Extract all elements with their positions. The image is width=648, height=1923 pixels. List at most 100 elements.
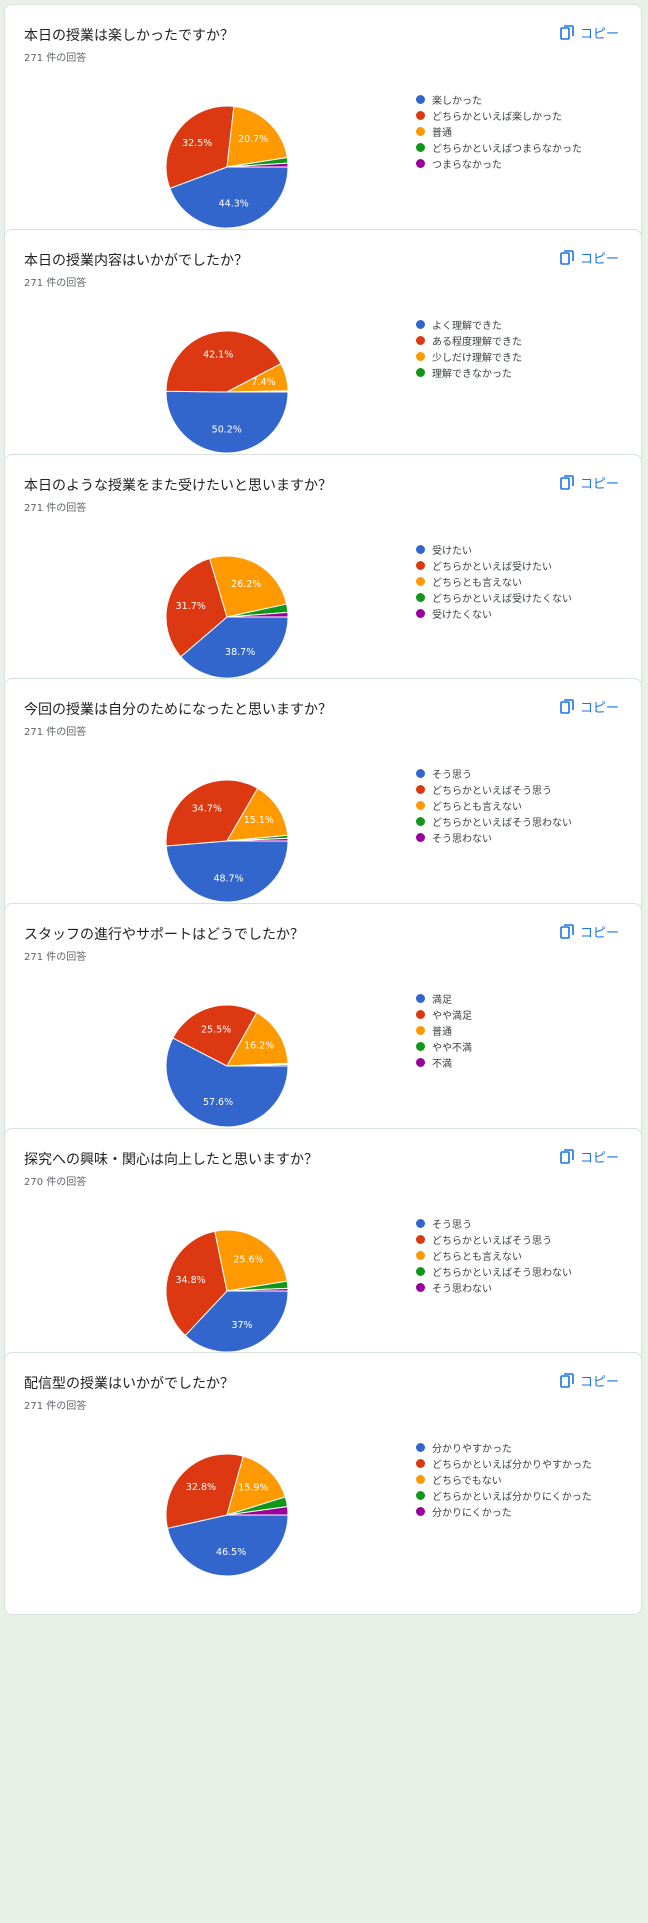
legend-swatch bbox=[416, 1057, 425, 1067]
question-card: 本日のような授業をまた受けたいと思いますか？ 271 件の回答 コピー 38.7… bbox=[4, 454, 642, 717]
legend-item[interactable]: 不満 bbox=[416, 1054, 472, 1070]
legend-item[interactable]: そう思う bbox=[416, 1215, 572, 1231]
legend-item[interactable]: 理解できなかった bbox=[416, 364, 522, 380]
response-count: 270 件の回答 bbox=[24, 1177, 87, 1188]
legend-swatch bbox=[416, 319, 425, 329]
legend-item[interactable]: やや満足 bbox=[416, 1006, 472, 1022]
legend-label: どちらかといえば受けたい bbox=[432, 561, 552, 573]
legend-item[interactable]: どちらかといえばそう思う bbox=[416, 781, 572, 797]
pie-slice bbox=[166, 1514, 289, 1577]
legend-label: つまらなかった bbox=[432, 159, 502, 171]
legend-item[interactable]: どちらとも言えない bbox=[416, 1247, 572, 1263]
legend-swatch bbox=[416, 544, 425, 554]
slice-label: 38.7% bbox=[225, 647, 255, 658]
legend-label: やや不満 bbox=[432, 1042, 472, 1054]
question-card: スタッフの進行やサポートはどうでしたか？ 271 件の回答 コピー 57.6% 2… bbox=[4, 903, 642, 1166]
copy-button[interactable]: コピー bbox=[560, 1147, 619, 1166]
legend-label: どちらかといえば楽しかった bbox=[432, 111, 562, 123]
slice-label: 7.4% bbox=[252, 377, 276, 388]
response-count: 271 件の回答 bbox=[24, 503, 87, 514]
legend-item[interactable]: 普通 bbox=[416, 123, 582, 139]
legend-label: そう思う bbox=[432, 1219, 472, 1231]
pie-slice bbox=[184, 1290, 289, 1353]
copy-icon bbox=[560, 699, 574, 714]
pie-slice bbox=[165, 390, 289, 454]
pie-slice bbox=[208, 555, 288, 618]
legend-label: どちらかといえばつまらなかった bbox=[432, 143, 582, 155]
pie-slice bbox=[226, 611, 289, 618]
legend-item[interactable]: どちらでもない bbox=[416, 1471, 592, 1487]
legend-label: どちらかといえばそう思わない bbox=[432, 817, 572, 829]
legend-swatch bbox=[416, 126, 425, 136]
legend-swatch bbox=[416, 560, 425, 570]
pie-slice bbox=[165, 1453, 244, 1529]
legend-label: やや満足 bbox=[432, 1010, 472, 1022]
legend-item[interactable]: どちらかといえばそう思わない bbox=[416, 813, 572, 829]
legend-label: どちらかといえば分かりやすかった bbox=[432, 1459, 592, 1471]
pie-slice bbox=[214, 1229, 288, 1292]
question-card: 今回の授業は自分のためになったと思いますか？ 271 件の回答 コピー 48.7… bbox=[4, 678, 642, 941]
copy-button[interactable]: コピー bbox=[560, 473, 619, 492]
response-count: 271 件の回答 bbox=[24, 53, 87, 64]
legend-item[interactable]: どちらかといえば分かりやすかった bbox=[416, 1455, 592, 1471]
pie-slice bbox=[180, 616, 289, 679]
pie-chart: 44.3% 32.5% 20.7% bbox=[165, 105, 289, 229]
pie-slice bbox=[165, 1037, 289, 1128]
legend-item[interactable]: 少しだけ理解できた bbox=[416, 348, 522, 364]
legend-item[interactable]: やや不満 bbox=[416, 1038, 472, 1054]
legend-label: どちらかといえば受けたくない bbox=[432, 593, 572, 605]
legend-label: そう思う bbox=[432, 769, 472, 781]
legend-item[interactable]: 満足 bbox=[416, 990, 472, 1006]
legend-item[interactable]: どちらかといえば受けたくない bbox=[416, 589, 572, 605]
pie-slice bbox=[226, 1287, 289, 1292]
legend-swatch bbox=[416, 1282, 425, 1292]
copy-icon bbox=[560, 1373, 574, 1388]
legend-item[interactable]: 普通 bbox=[416, 1022, 472, 1038]
copy-label: コピー bbox=[579, 1151, 619, 1166]
legend-item[interactable]: どちらとも言えない bbox=[416, 797, 572, 813]
copy-button[interactable]: コピー bbox=[560, 922, 619, 941]
slice-label: 32.5% bbox=[182, 138, 212, 149]
pie-slice bbox=[165, 1230, 228, 1337]
legend-item[interactable]: どちらとも言えない bbox=[416, 573, 572, 589]
legend-item[interactable]: ある程度理解できた bbox=[416, 332, 522, 348]
legend-label: どちらとも言えない bbox=[432, 577, 522, 589]
legend-item[interactable]: どちらかといえば分かりにくかった bbox=[416, 1487, 592, 1503]
legend-item[interactable]: どちらかといえばそう思う bbox=[416, 1231, 572, 1247]
copy-button[interactable]: コピー bbox=[560, 23, 619, 42]
pie-chart: 50.2% 42.1% 7.4% bbox=[165, 330, 289, 454]
legend-item[interactable]: 受けたくない bbox=[416, 605, 572, 621]
legend-item[interactable]: どちらかといえばそう思わない bbox=[416, 1263, 572, 1279]
legend-label: 分かりにくかった bbox=[432, 1507, 512, 1519]
copy-button[interactable]: コピー bbox=[560, 248, 619, 267]
legend-item[interactable]: そう思わない bbox=[416, 1279, 572, 1295]
legend-item[interactable]: どちらかといえば受けたい bbox=[416, 557, 572, 573]
legend-item[interactable]: つまらなかった bbox=[416, 155, 582, 171]
legend-label: 満足 bbox=[432, 994, 452, 1006]
legend-item[interactable]: よく理解できた bbox=[416, 316, 522, 332]
copy-button[interactable]: コピー bbox=[560, 697, 619, 716]
legend-item[interactable]: 分かりにくかった bbox=[416, 1503, 592, 1519]
legend-item[interactable]: そう思う bbox=[416, 765, 572, 781]
pie-slice bbox=[226, 105, 288, 168]
question-card: 探究への興味・関心は向上したと思いますか？ 270 件の回答 コピー 37% 34… bbox=[4, 1128, 642, 1391]
pie-slice bbox=[172, 1004, 258, 1067]
legend-swatch bbox=[416, 1474, 425, 1484]
copy-label: コピー bbox=[579, 701, 619, 716]
legend-item[interactable]: どちらかといえばつまらなかった bbox=[416, 139, 582, 155]
copy-label: コピー bbox=[579, 1375, 619, 1390]
copy-icon bbox=[560, 250, 574, 265]
legend-item[interactable]: 分かりやすかった bbox=[416, 1439, 592, 1455]
legend-item[interactable]: 楽しかった bbox=[416, 91, 582, 107]
legend-item[interactable]: そう思わない bbox=[416, 829, 572, 845]
legend-swatch bbox=[416, 1250, 425, 1260]
legend-item[interactable]: 受けたい bbox=[416, 541, 572, 557]
pie-slice bbox=[226, 1063, 289, 1067]
copy-button[interactable]: コピー bbox=[560, 1371, 619, 1390]
slice-label: 46.5% bbox=[216, 1547, 246, 1558]
response-count: 271 件の回答 bbox=[24, 952, 87, 963]
legend-item[interactable]: どちらかといえば楽しかった bbox=[416, 107, 582, 123]
legend-swatch bbox=[416, 1490, 425, 1500]
legend-label: どちらかといえばそう思う bbox=[432, 785, 552, 797]
